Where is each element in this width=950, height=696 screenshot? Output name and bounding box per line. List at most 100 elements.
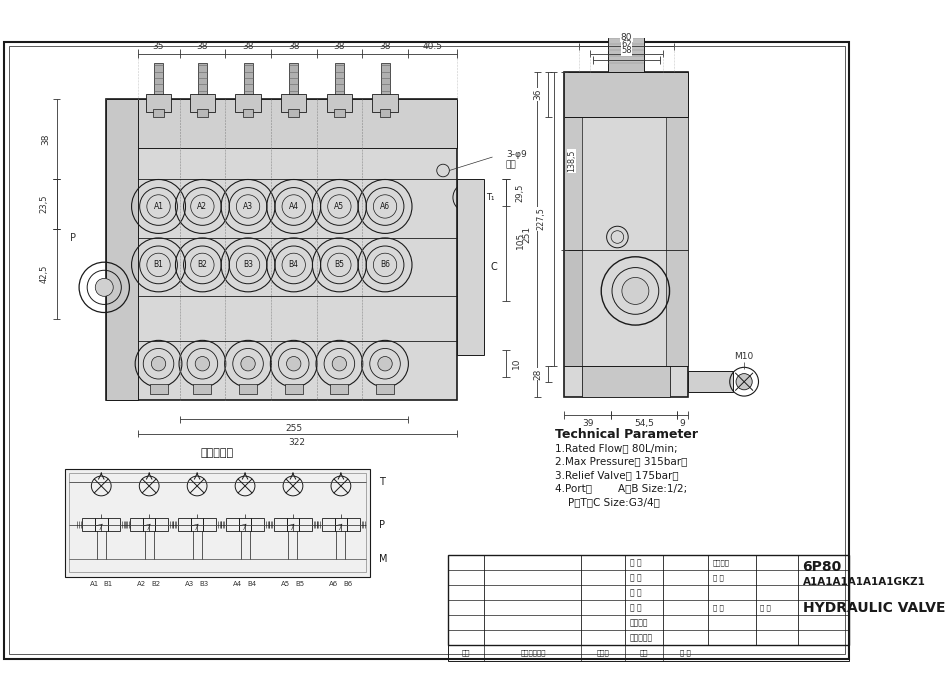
Circle shape — [328, 195, 352, 218]
Text: A4: A4 — [289, 202, 299, 211]
Text: B2: B2 — [152, 581, 161, 587]
Text: 标准化检查: 标准化检查 — [630, 633, 653, 642]
Bar — [179, 519, 191, 531]
Bar — [564, 251, 582, 366]
Bar — [107, 519, 120, 531]
Text: 展 线: 展 线 — [680, 650, 691, 656]
Circle shape — [736, 374, 752, 390]
Text: A2: A2 — [138, 581, 146, 587]
Bar — [146, 94, 171, 112]
Bar — [335, 63, 344, 99]
Bar — [95, 519, 107, 531]
Bar — [619, 13, 634, 24]
Bar — [194, 383, 212, 395]
Text: 28: 28 — [533, 368, 542, 380]
Bar — [372, 94, 398, 112]
Bar — [564, 72, 689, 397]
Bar — [457, 180, 484, 355]
Circle shape — [147, 253, 170, 276]
Text: A5: A5 — [334, 202, 345, 211]
Text: 62: 62 — [621, 40, 632, 49]
Text: 38: 38 — [42, 198, 50, 210]
Circle shape — [287, 356, 301, 371]
Bar — [106, 99, 138, 400]
Bar — [106, 99, 457, 400]
Text: 38: 38 — [288, 42, 299, 51]
Text: 40.5: 40.5 — [422, 42, 442, 51]
Bar — [106, 99, 457, 400]
Bar — [138, 99, 457, 148]
Text: 图样标记: 图样标记 — [712, 560, 730, 566]
Text: 更改人: 更改人 — [597, 650, 609, 656]
Circle shape — [241, 356, 256, 371]
Text: 描 图: 描 图 — [630, 588, 641, 597]
Bar — [130, 519, 142, 531]
Text: 38: 38 — [333, 42, 345, 51]
Text: 标记: 标记 — [462, 650, 470, 656]
Bar — [242, 109, 254, 117]
Text: 3.Relief Valve： 175bar；: 3.Relief Valve： 175bar； — [556, 470, 679, 480]
Text: M10: M10 — [734, 352, 753, 361]
Text: Technical Parameter: Technical Parameter — [556, 429, 698, 441]
Circle shape — [328, 253, 352, 276]
Bar — [289, 63, 298, 99]
Text: A2: A2 — [198, 202, 207, 211]
Text: 38: 38 — [242, 42, 254, 51]
Bar — [334, 109, 345, 117]
Bar — [69, 473, 366, 572]
Bar — [142, 519, 156, 531]
Circle shape — [373, 195, 397, 218]
Text: A6: A6 — [329, 581, 338, 587]
Text: 4.Port：        A、B Size:1/2;: 4.Port： A、B Size:1/2; — [556, 483, 688, 493]
Text: HYDRAULIC VALVE: HYDRAULIC VALVE — [803, 601, 945, 615]
Bar — [190, 94, 215, 112]
Text: B6: B6 — [344, 581, 352, 587]
Text: B4: B4 — [289, 260, 298, 269]
Bar — [564, 72, 689, 118]
Circle shape — [282, 253, 305, 276]
Bar — [83, 519, 95, 531]
Bar — [616, 22, 637, 31]
Text: B4: B4 — [248, 581, 256, 587]
Bar — [243, 63, 253, 99]
Text: B5: B5 — [334, 260, 345, 269]
Bar — [287, 519, 299, 531]
Text: 36: 36 — [533, 89, 542, 100]
Text: 227,5: 227,5 — [537, 207, 545, 230]
Text: 23,5: 23,5 — [40, 195, 48, 214]
Bar — [236, 94, 260, 112]
Bar — [252, 519, 264, 531]
Text: 日期: 日期 — [640, 650, 649, 656]
Circle shape — [191, 253, 214, 276]
Text: 9: 9 — [679, 420, 686, 429]
Text: A1: A1 — [89, 581, 99, 587]
Bar — [154, 63, 163, 99]
Text: 设 计: 设 计 — [630, 558, 641, 567]
Bar — [447, 645, 849, 661]
Bar — [191, 519, 203, 531]
Text: P: P — [69, 233, 76, 243]
Text: 校 对: 校 对 — [630, 603, 641, 612]
Bar — [334, 519, 347, 531]
Bar — [582, 366, 671, 397]
Text: M: M — [379, 554, 388, 564]
Bar — [564, 72, 689, 397]
Circle shape — [282, 195, 305, 218]
Text: 液压原理图: 液压原理图 — [200, 448, 234, 458]
Bar — [153, 109, 164, 117]
Text: 29,5: 29,5 — [516, 184, 524, 202]
Bar — [327, 94, 352, 112]
Bar — [239, 383, 257, 395]
Bar — [376, 383, 394, 395]
Text: B5: B5 — [295, 581, 305, 587]
Text: 制 图: 制 图 — [630, 573, 641, 582]
Text: C: C — [491, 262, 498, 271]
Text: 38: 38 — [42, 134, 50, 145]
Text: 2.Max Pressure： 315bar，: 2.Max Pressure： 315bar， — [556, 457, 688, 466]
Bar — [666, 118, 689, 366]
Bar — [380, 109, 390, 117]
Text: 38: 38 — [197, 42, 208, 51]
Text: B2: B2 — [198, 260, 207, 269]
Text: A3: A3 — [243, 202, 253, 211]
Text: B3: B3 — [243, 260, 253, 269]
